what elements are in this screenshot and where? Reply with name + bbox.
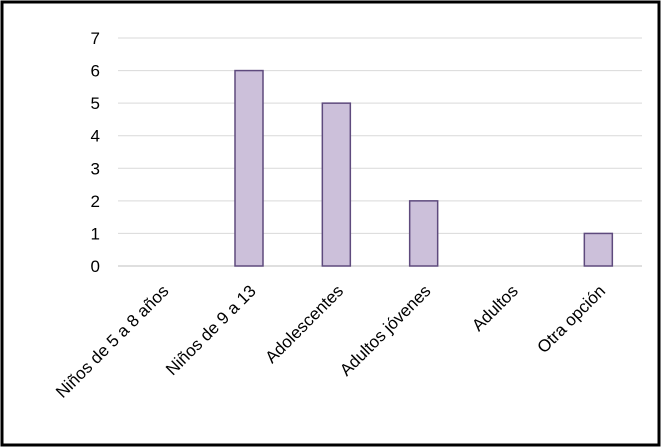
bar <box>583 232 614 267</box>
bar <box>408 200 439 267</box>
y-axis-ticks: 0 1 2 3 4 5 6 7 <box>91 29 100 276</box>
y-tick-label: 1 <box>91 224 100 243</box>
y-tick-label: 7 <box>91 29 100 48</box>
bars <box>234 69 614 267</box>
y-tick-label: 5 <box>91 94 100 113</box>
y-tick-label: 6 <box>91 62 100 81</box>
bar <box>321 102 352 267</box>
bar <box>234 69 264 267</box>
y-tick-label: 2 <box>91 192 100 211</box>
y-tick-label: 0 <box>91 257 100 276</box>
gridlines <box>118 37 642 267</box>
y-tick-label: 3 <box>91 159 100 178</box>
y-tick-label: 4 <box>91 127 100 146</box>
